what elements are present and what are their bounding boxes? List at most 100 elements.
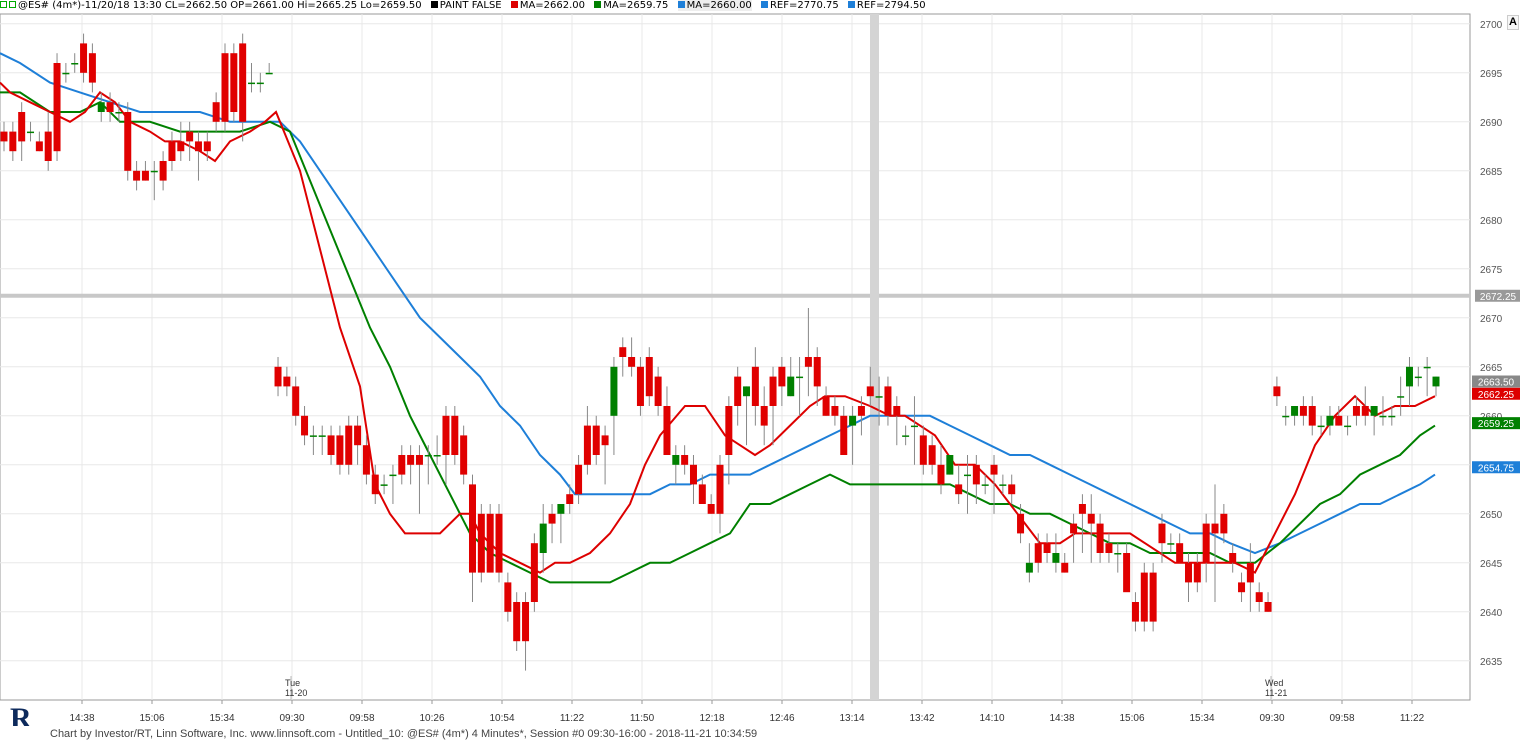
candle-body	[327, 435, 335, 455]
candle-body	[309, 435, 317, 437]
candle-body	[62, 72, 70, 75]
candle-body	[504, 582, 512, 612]
candle-body	[1131, 602, 1139, 622]
candle-body	[539, 523, 547, 553]
candle-body	[1220, 513, 1228, 534]
grid-icon[interactable]	[9, 1, 16, 8]
crosshair-price-box	[1475, 289, 1520, 302]
candle-body	[964, 474, 972, 477]
candle-body	[35, 141, 43, 152]
candle-body	[893, 406, 901, 416]
y-tick-label: 2650	[1480, 510, 1503, 521]
candle-body	[778, 366, 786, 387]
candle-body	[716, 464, 724, 514]
info-ma-fast: MA=2662.00	[510, 0, 585, 11]
candle-body	[1423, 366, 1431, 369]
info-ma-slow: MA=2660.00	[677, 0, 752, 11]
date-label: 11-20	[285, 688, 307, 698]
candle-body	[1388, 415, 1396, 418]
candle-body	[910, 425, 918, 428]
candle-body	[354, 425, 362, 446]
x-tick-label: 12:18	[699, 713, 724, 724]
candle-body	[884, 386, 892, 416]
x-tick-label: 15:06	[139, 713, 164, 724]
x-tick-label: 13:42	[909, 713, 934, 724]
candle-body	[468, 484, 476, 573]
plot-area	[0, 13, 1471, 701]
x-tick-label: 15:34	[209, 713, 234, 724]
candle-body	[1229, 553, 1237, 563]
candle-body	[133, 170, 141, 181]
candle-body	[1352, 406, 1360, 416]
ref2-swatch-icon	[847, 1, 855, 8]
candle-body	[1008, 484, 1016, 495]
candle-body	[1070, 523, 1078, 534]
candle-body	[1246, 562, 1254, 583]
candle-body	[654, 376, 662, 406]
candle-body	[787, 376, 795, 397]
candle-body	[1361, 406, 1369, 416]
candle-body	[460, 435, 468, 475]
x-tick-label: 10:26	[419, 713, 444, 724]
candle-body	[610, 366, 618, 416]
y-tick-label: 2670	[1480, 314, 1503, 325]
price-label: 2663.50	[1478, 378, 1515, 389]
candle-body	[301, 415, 309, 436]
candle-body	[972, 464, 980, 485]
price-label: 2662.25	[1478, 390, 1515, 401]
x-tick-label: 10:54	[489, 713, 514, 724]
x-tick-label: 13:14	[839, 713, 864, 724]
candle-body	[1061, 562, 1069, 573]
candle-body	[1264, 602, 1272, 612]
day-label: Tue	[285, 678, 300, 688]
candle-body	[371, 474, 379, 495]
candle-body	[80, 43, 88, 73]
candle-body	[628, 357, 636, 367]
candle-body	[362, 445, 370, 475]
candle-body	[1167, 543, 1175, 545]
candle-body	[1379, 415, 1387, 418]
info-ma-mid: MA=2659.75	[594, 0, 668, 11]
candle-body	[946, 455, 954, 475]
candle-body	[928, 445, 936, 465]
candle-body	[813, 357, 821, 387]
candle-body	[1184, 562, 1192, 583]
candle-body	[866, 386, 874, 397]
candle-body	[398, 455, 406, 475]
candle-body	[583, 425, 591, 465]
info-paint: PAINT FALSE	[430, 0, 502, 11]
candle-body	[1211, 523, 1219, 534]
candle-body	[681, 455, 689, 465]
candle-body	[1397, 396, 1405, 398]
candle-body	[734, 376, 742, 406]
price-label: 2659.25	[1478, 419, 1515, 430]
price-label: 2654.75	[1478, 463, 1515, 474]
candle-body	[1405, 366, 1413, 387]
auto-scale-button[interactable]: A	[1507, 15, 1519, 30]
candle-body	[212, 102, 220, 122]
candle-body	[796, 376, 804, 379]
candle-body	[53, 63, 61, 152]
candle-body	[981, 484, 989, 486]
candle-body	[575, 464, 583, 495]
date-label: 11-21	[1265, 688, 1287, 698]
footer-text: Chart by Investor/RT, Linn Software, Inc…	[50, 728, 758, 740]
candle-body	[159, 161, 167, 181]
candle-body	[849, 415, 857, 426]
candle-body	[955, 484, 963, 495]
candle-body	[433, 455, 441, 457]
y-tick-label: 2690	[1480, 118, 1503, 129]
candle-body	[689, 464, 697, 485]
candle-body	[857, 406, 865, 416]
candle-body	[265, 72, 273, 75]
candle-body	[1370, 406, 1378, 416]
day-label: Wed	[1265, 678, 1283, 688]
candle-body	[902, 435, 910, 437]
candle-body	[619, 347, 627, 357]
candle-body	[1114, 553, 1122, 555]
candle-body	[1273, 386, 1281, 397]
crosshair	[0, 14, 1470, 700]
grid-icon[interactable]	[0, 1, 7, 8]
